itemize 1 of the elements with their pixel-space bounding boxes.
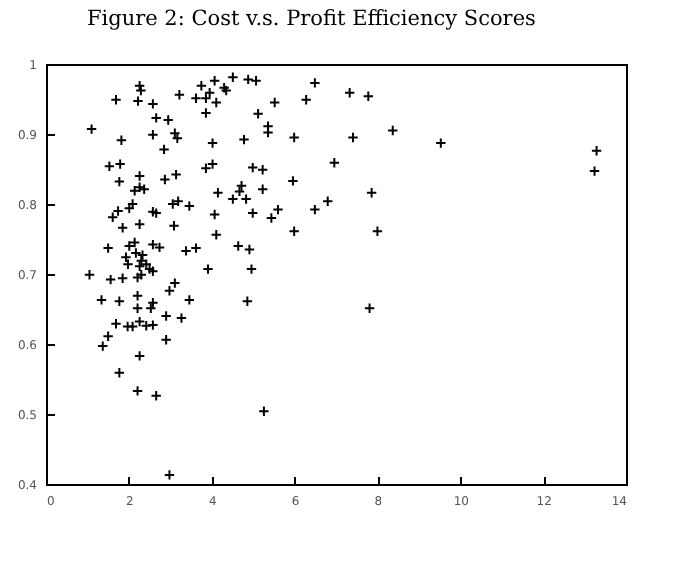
chart-title: Figure 2: Cost v.s. Profit Efficiency Scores xyxy=(86,7,536,31)
